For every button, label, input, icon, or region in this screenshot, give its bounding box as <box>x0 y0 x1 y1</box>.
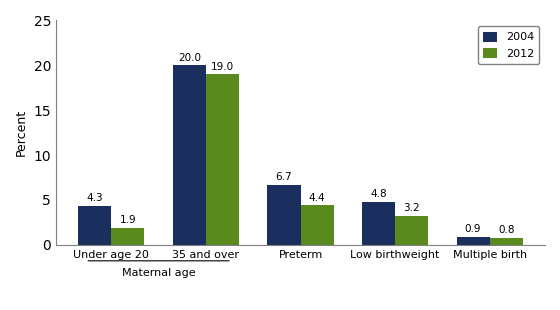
Text: 0.8: 0.8 <box>498 225 515 235</box>
Text: Maternal age: Maternal age <box>122 268 195 278</box>
Bar <box>206 74 239 245</box>
Bar <box>301 205 334 245</box>
Bar <box>362 202 395 245</box>
Y-axis label: Percent: Percent <box>15 109 28 156</box>
Text: 19.0: 19.0 <box>211 62 234 72</box>
Bar <box>111 228 144 245</box>
Bar <box>173 65 206 245</box>
Bar <box>395 216 428 245</box>
Text: 4.8: 4.8 <box>370 189 387 199</box>
Text: 6.7: 6.7 <box>276 172 292 182</box>
Text: 1.9: 1.9 <box>120 215 136 225</box>
Legend: 2004, 2012: 2004, 2012 <box>478 26 539 64</box>
Text: 4.4: 4.4 <box>309 193 325 202</box>
Text: 3.2: 3.2 <box>403 203 420 213</box>
Text: 4.3: 4.3 <box>86 193 103 203</box>
Bar <box>456 237 489 245</box>
Bar <box>268 184 301 245</box>
Bar <box>489 237 523 245</box>
Text: 20.0: 20.0 <box>178 53 201 63</box>
Bar <box>78 206 111 245</box>
Text: 0.9: 0.9 <box>465 224 482 234</box>
